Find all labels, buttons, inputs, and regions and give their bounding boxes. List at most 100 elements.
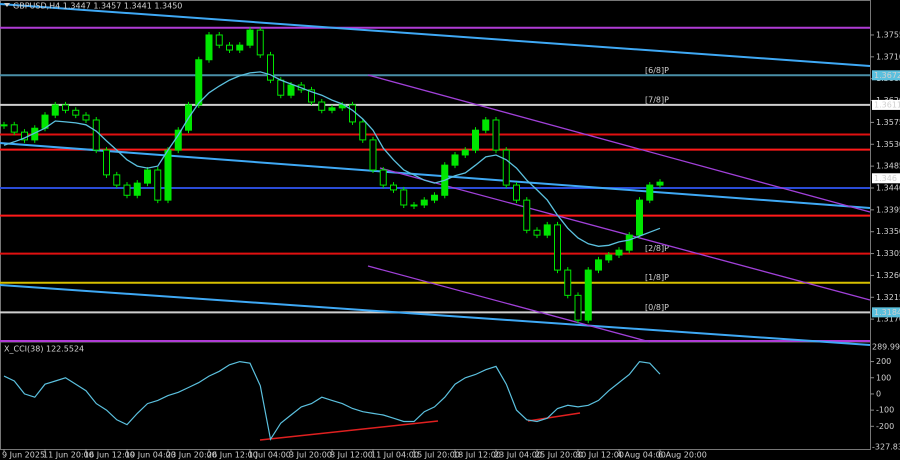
channel-line	[379, 167, 871, 301]
candle	[482, 119, 490, 131]
candle	[236, 44, 244, 51]
candle	[656, 181, 664, 186]
candle	[72, 109, 80, 116]
limit-box	[872, 342, 900, 352]
y-tick-label: 1.3440	[876, 183, 900, 192]
candle	[502, 149, 510, 186]
candle	[164, 149, 172, 201]
candle	[144, 169, 151, 184]
candle	[308, 89, 315, 103]
symbol-marker	[4, 3, 10, 7]
y-tick-label: -200	[876, 422, 894, 431]
candle	[431, 194, 438, 201]
candle	[174, 129, 182, 151]
candle	[123, 184, 131, 196]
y-tick-label: 100	[876, 373, 891, 382]
candle	[133, 182, 141, 196]
candle	[523, 199, 531, 231]
x-tick-label: 18 Jul 12:00	[453, 451, 501, 460]
price-box	[872, 307, 900, 318]
candle	[636, 199, 643, 236]
candle	[492, 119, 500, 151]
y-tick-label: 200	[876, 357, 891, 366]
candle	[113, 174, 121, 186]
level-label: [1/8]P	[645, 273, 669, 282]
x-tick-label: 11 Jul 04:00	[371, 451, 419, 460]
candle	[349, 104, 356, 123]
candle	[379, 169, 387, 186]
price-box-label: 1.3672	[874, 71, 900, 80]
candle	[195, 59, 203, 106]
y-tick-label: 1.3215	[876, 293, 900, 302]
candle	[420, 199, 428, 206]
candle	[205, 34, 213, 61]
candle	[246, 29, 254, 46]
x-tick-label: 26 Jun 12:00	[207, 451, 258, 460]
candle	[574, 294, 582, 321]
x-tick-label: 30 Jul 12:00	[576, 451, 624, 460]
candle	[605, 254, 613, 261]
candle	[400, 189, 408, 206]
channel-line	[367, 74, 871, 213]
candle	[0, 124, 8, 127]
y-tick-label: 1.3485	[876, 162, 900, 171]
x-tick-label: 23 Jul 04:00	[494, 451, 542, 460]
channel-line	[367, 265, 651, 343]
candle	[615, 249, 623, 256]
candle	[359, 121, 367, 141]
x-tick-label: 3 Jul 20:00	[289, 451, 332, 460]
y-tick-label: 1.3395	[876, 205, 900, 214]
candle	[451, 154, 459, 166]
level-label: [6/8]P	[645, 66, 669, 75]
trend-line	[0, 284, 871, 346]
x-tick-label: 23 Jun 20:00	[166, 451, 217, 460]
y-tick-label: 1.3755	[876, 30, 900, 39]
candle	[564, 269, 572, 296]
candle	[369, 139, 377, 171]
chart-title: GBPUSD,H4 1.3447 1.3457 1.3441 1.3450	[13, 2, 182, 11]
indicator-title: X_CCI(38) 122.5524	[4, 345, 84, 354]
candle	[328, 107, 336, 111]
level-label: [7/8]P	[645, 95, 669, 104]
y-tick-label: 1.3170	[876, 315, 900, 324]
moving-average	[3, 71, 661, 247]
candle	[287, 84, 295, 96]
y-tick-label: 1.3575	[876, 118, 900, 127]
candle	[82, 114, 90, 121]
candle	[390, 184, 397, 191]
candle	[625, 234, 633, 251]
x-tick-label: 15 Jul 20:00	[412, 451, 460, 460]
x-tick-label: 16 Jun 12:00	[84, 451, 135, 460]
divergence-line	[527, 412, 581, 422]
candle	[584, 269, 592, 321]
level-label: [0/8]P	[645, 303, 669, 312]
candle	[215, 34, 223, 46]
y-tick-label: 0	[876, 389, 881, 398]
candle	[277, 79, 285, 96]
level-label: [2/8]P	[645, 244, 669, 253]
y-tick-label: 1.3530	[876, 140, 900, 149]
x-tick-label: 1 Jul 04:00	[248, 451, 291, 460]
candle	[554, 224, 561, 271]
candle	[62, 104, 69, 111]
candle	[472, 129, 479, 151]
levels: [6/8]P [7/8]P [2/8]P [1/8]P [0/8]P	[0, 26, 870, 342]
candle	[533, 229, 541, 236]
candle	[103, 149, 110, 176]
candle	[318, 101, 326, 111]
plot-frame	[0, 0, 871, 450]
candle	[646, 184, 654, 201]
candle	[543, 224, 551, 236]
y-limit-label: -327.8327	[872, 443, 900, 452]
y-tick-label: 1.3350	[876, 227, 900, 236]
price-box	[872, 70, 900, 81]
candle	[267, 54, 274, 81]
price-box	[872, 99, 900, 110]
candle	[154, 169, 162, 201]
candle	[513, 184, 520, 201]
y-limit-label: 289.9969	[872, 343, 900, 352]
candle	[256, 29, 264, 56]
divergence-line	[259, 420, 439, 441]
